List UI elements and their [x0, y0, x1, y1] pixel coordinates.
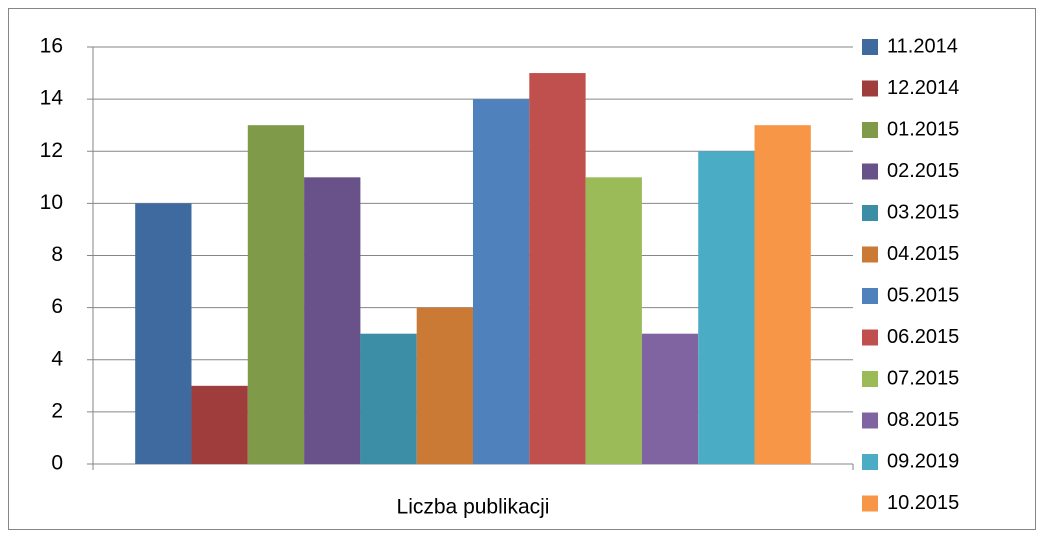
bar [360, 333, 417, 464]
y-tick-label: 16 [40, 35, 63, 58]
y-tick-label: 14 [40, 87, 64, 110]
bar [416, 307, 473, 464]
bar [698, 151, 755, 464]
bar [247, 125, 305, 464]
y-tick-label: 0 [51, 452, 63, 475]
legend-label: 05.2015 [887, 284, 959, 306]
legend-swatch [862, 495, 878, 512]
y-tick-label: 4 [51, 347, 63, 370]
legend-swatch [862, 80, 878, 97]
bar [585, 177, 642, 464]
y-tick-label: 12 [40, 139, 63, 162]
y-tick-label: 2 [51, 399, 63, 422]
legend-label: 11.2014 [887, 35, 958, 57]
bar [473, 99, 530, 464]
legend-swatch [862, 39, 878, 55]
legend-label: 06.2015 [887, 326, 959, 348]
legend-label: 01.2015 [887, 118, 959, 140]
legend-swatch [862, 122, 878, 138]
legend-swatch [862, 288, 878, 304]
legend-swatch [862, 454, 878, 470]
bar [191, 385, 248, 464]
bar [135, 203, 192, 464]
legend-label: 03.2015 [887, 201, 959, 223]
bar [529, 73, 586, 464]
legend-swatch [862, 371, 878, 387]
legend-label: 12.2014 [887, 77, 959, 99]
bar [641, 333, 699, 464]
bar [304, 177, 361, 464]
legend-swatch [862, 246, 878, 263]
legend-swatch [862, 412, 878, 429]
x-tick-label: Liczba publikacji [397, 496, 550, 519]
legend-label: 10.2015 [887, 492, 959, 514]
legend-swatch [862, 205, 878, 221]
legend-swatch [862, 329, 878, 346]
legend-label: 02.2015 [887, 160, 959, 182]
y-tick-label: 10 [40, 191, 63, 214]
legend-label: 07.2015 [887, 367, 959, 389]
legend-label: 04.2015 [887, 243, 959, 265]
y-tick-label: 8 [51, 243, 63, 266]
legend-label: 08.2015 [887, 409, 959, 431]
legend-swatch [862, 163, 878, 180]
bar [754, 125, 811, 464]
legend-label: 09.2019 [887, 450, 959, 472]
y-tick-label: 6 [51, 295, 63, 318]
